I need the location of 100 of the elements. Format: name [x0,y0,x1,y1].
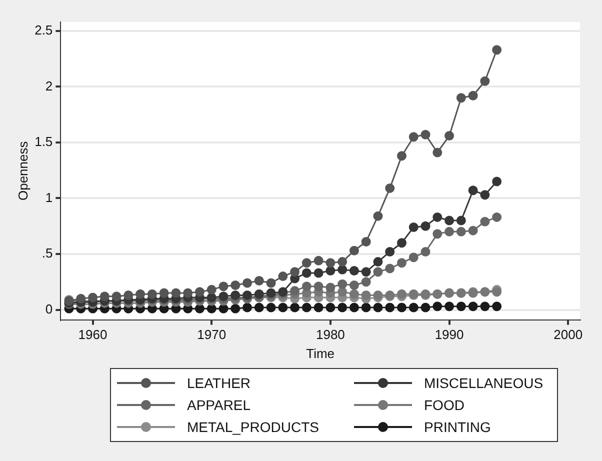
point [456,302,466,312]
point [480,302,490,312]
point [194,287,204,297]
point [480,76,490,86]
point [492,287,502,297]
point [468,302,478,312]
point [373,211,383,221]
point [171,288,181,298]
legend-label: FOOD [424,397,464,413]
point [338,287,348,297]
point [314,282,324,292]
y-tick-label: 0 [45,301,53,316]
point [326,282,336,292]
point [492,45,502,55]
point [254,302,264,312]
point [254,276,264,286]
point [76,294,86,304]
y-tick-label: 1 [45,190,53,205]
legend-label: LEATHER [187,375,251,391]
point [254,289,264,299]
point [361,290,371,300]
point [361,236,371,246]
point [468,186,478,196]
point [314,256,324,266]
point [278,302,288,312]
point [242,278,252,288]
point [408,302,418,312]
point [408,252,418,262]
point [338,257,348,267]
point [147,289,157,299]
point [396,258,406,268]
point [373,302,383,312]
point [385,302,395,312]
point [266,302,276,312]
point [444,216,454,226]
point [408,222,418,232]
point [349,302,359,312]
point [290,302,300,312]
x-axis-title: Time [306,346,335,361]
legend-label: METAL_PRODUCTS [187,419,319,435]
point [432,148,442,158]
point [420,302,430,312]
point [124,290,134,300]
y-tick-label: 1.5 [34,134,53,150]
point [230,280,240,290]
point [420,247,430,257]
y-tick-label: 2 [45,78,53,94]
point [314,302,324,312]
x-tick-label: 1990 [434,327,464,342]
point [456,216,466,226]
point [396,151,406,161]
point [480,216,490,226]
point [385,183,395,193]
point [432,229,442,239]
point [408,132,418,142]
point [456,226,466,236]
point [338,264,348,274]
point [218,282,228,292]
x-tick-label: 1960 [78,327,108,342]
point [326,302,336,312]
point [468,226,478,236]
point [396,289,406,299]
point [290,286,300,296]
point [385,264,395,274]
point [159,288,169,298]
legend-label: MISCELLANEOUS [424,375,544,391]
point [88,292,98,302]
point [444,131,454,141]
point [361,277,371,287]
point [338,279,348,289]
point [373,257,383,267]
point [218,304,228,314]
point [302,258,312,268]
x-tick-label: 2000 [554,327,583,342]
point [266,278,276,288]
point [230,304,240,314]
point [456,93,466,103]
point [492,176,502,186]
point [361,302,371,312]
point [396,238,406,248]
point [373,267,383,277]
point [290,267,300,277]
point [349,289,359,299]
point [444,302,454,312]
x-tick-label: 1980 [316,327,345,342]
point [112,292,122,302]
point [480,190,490,200]
point [349,266,359,276]
x-tick-label: 1970 [197,327,226,342]
point [266,288,276,298]
point [326,266,336,276]
legend-label: PRINTING [424,419,491,435]
point [444,226,454,236]
point [432,302,442,312]
point [420,130,430,140]
point [302,268,312,278]
point [136,289,146,299]
legend-label: APPAREL [187,397,251,413]
point [396,302,406,312]
y-axis-title: Openness [15,140,30,201]
